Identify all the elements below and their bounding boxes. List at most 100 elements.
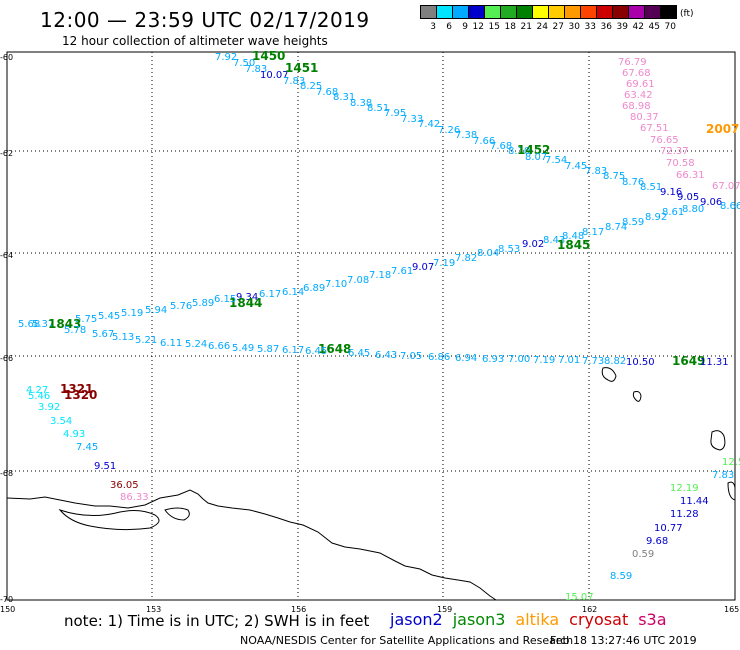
credit-text: NOAA/NESDIS Center for Satellite Applica…	[240, 634, 574, 647]
wave-height-value: 7.19	[433, 258, 455, 269]
wave-height-value: 11.44	[680, 496, 709, 507]
satellite-jason3: jason3	[452, 610, 506, 629]
wave-height-value: 8.92	[645, 212, 667, 223]
lat-label: -64	[0, 251, 13, 260]
wave-height-value: 5.75	[75, 314, 97, 325]
wave-height-value: 7.82	[455, 253, 477, 264]
wave-height-value: 8.66	[720, 201, 740, 212]
wave-height-value: 5.49	[232, 343, 254, 354]
wave-height-value: 5.78	[64, 325, 86, 336]
track-time-label: 1648	[318, 342, 351, 356]
wave-height-value: 6.11	[160, 338, 182, 349]
wave-height-value: 3.54	[50, 416, 72, 427]
wave-height-value: 7.66	[473, 136, 495, 147]
wave-height-value: 5.46	[28, 391, 50, 402]
wave-height-value: 69.61	[626, 79, 655, 90]
wave-height-value: 8.82	[604, 356, 626, 367]
track-time-label: 1321	[60, 382, 93, 396]
island-b	[632, 391, 642, 402]
legend-label: 70	[664, 22, 676, 32]
wave-height-value: 7.26	[438, 125, 460, 136]
graticule	[7, 52, 735, 600]
wave-height-value: 70.58	[666, 158, 695, 169]
lon-label: 156	[291, 605, 306, 614]
wave-height-value: 12.19	[670, 483, 699, 494]
wave-height-value: 7.19	[533, 355, 555, 366]
wave-height-value: 80.37	[630, 112, 659, 123]
wave-height-labels: 7.927.5014507.8310.0714517.838.257.688.3…	[18, 49, 740, 603]
wave-height-value: 6.94	[455, 353, 477, 364]
wave-height-value: 5.87	[257, 344, 279, 355]
x-axis-labels: 150 153 156 159 162 165	[0, 605, 739, 614]
wave-height-value: 9.16	[660, 187, 682, 198]
wave-height-value: 5.21	[135, 335, 157, 346]
wave-height-value: 8.61	[662, 207, 684, 218]
wave-height-value: 5.68	[18, 319, 40, 330]
island-c	[710, 430, 726, 451]
wave-height-value: 66.31	[676, 170, 705, 181]
wave-height-value: 7.83	[585, 166, 607, 177]
wave-height-value: 8.17	[582, 227, 604, 238]
wave-height-value: 9.34	[236, 292, 258, 303]
lat-label: -66	[0, 354, 13, 363]
wave-height-value: 7.50	[233, 58, 255, 69]
satellite-s3a: s3a	[638, 610, 667, 629]
island-a	[601, 367, 617, 382]
lon-label: 165	[724, 605, 739, 614]
wave-height-value: 36.05	[110, 480, 139, 491]
map-frame	[6, 51, 736, 601]
wave-height-value: 15.07	[565, 592, 594, 603]
wave-height-value: 12.5	[722, 457, 740, 468]
wave-height-value: 10.50	[626, 357, 655, 368]
color-legend-labels: 3 6 9 12 15 18 21 24 27 30 33 36 39 42 45 70	[420, 22, 676, 32]
wave-height-value: 9.05	[677, 192, 699, 203]
wave-height-value: 8.59	[610, 571, 632, 582]
wave-height-value: 7.95	[384, 108, 406, 119]
wave-height-value: 7.33	[401, 114, 423, 125]
wave-height-value: 0.59	[632, 549, 654, 560]
wave-height-value: 6.17	[282, 345, 304, 356]
wave-height-value: 6.89	[303, 283, 325, 294]
wave-height-value: 5.89	[192, 298, 214, 309]
track-time-label: 1320	[64, 388, 97, 402]
wave-height-value: 8.10	[508, 146, 530, 157]
wave-height-value: 6.15	[214, 294, 236, 305]
wave-height-value: 7.05	[400, 351, 422, 362]
wave-height-value: 6.45	[348, 348, 370, 359]
legend-unit: (ft)	[680, 9, 694, 19]
lon-label: 159	[437, 605, 452, 614]
wave-height-value: 9.51	[94, 461, 116, 472]
wave-height-value: 7.01	[558, 355, 580, 366]
wave-height-value: 7.83	[712, 470, 734, 481]
legend-label: 21	[520, 22, 532, 32]
wave-height-value: 8.07	[525, 152, 547, 163]
wave-height-value: 9.06	[700, 197, 722, 208]
lon-label: 162	[582, 605, 597, 614]
wave-height-value: 8.38	[350, 98, 372, 109]
wave-height-value: 7.38	[455, 130, 477, 141]
track-time-label: 1452	[517, 143, 550, 157]
legend-label: 30	[568, 22, 580, 32]
track-time-label: 1649	[672, 354, 705, 368]
lat-label: -68	[0, 469, 13, 478]
satellite-altika: altika	[515, 610, 560, 629]
wave-height-value: 7.08	[347, 275, 369, 286]
wave-height-value: 10.77	[654, 523, 683, 534]
y-axis-labels: -60 -62 -64 -66 -68 -70	[0, 53, 13, 604]
wave-height-value: 6.66	[208, 341, 230, 352]
wave-height-value: 5.13	[112, 332, 134, 343]
wave-height-value: 7.83	[283, 76, 305, 87]
wave-height-value: 68.98	[622, 101, 651, 112]
wave-height-value: 7.68	[490, 141, 512, 152]
legend-label: 15	[488, 22, 500, 32]
wave-height-value: 63.42	[624, 90, 653, 101]
wave-height-value: 4.93	[63, 429, 85, 440]
wave-height-value: 5.37	[32, 319, 54, 330]
wave-height-value: 8.59	[622, 217, 644, 228]
color-legend: (ft)	[420, 5, 694, 19]
wave-height-value: 3.92	[38, 402, 60, 413]
wave-height-value: 5.94	[145, 305, 167, 316]
wave-height-value: 8.76	[622, 177, 644, 188]
wave-height-value: 8.25	[300, 81, 322, 92]
